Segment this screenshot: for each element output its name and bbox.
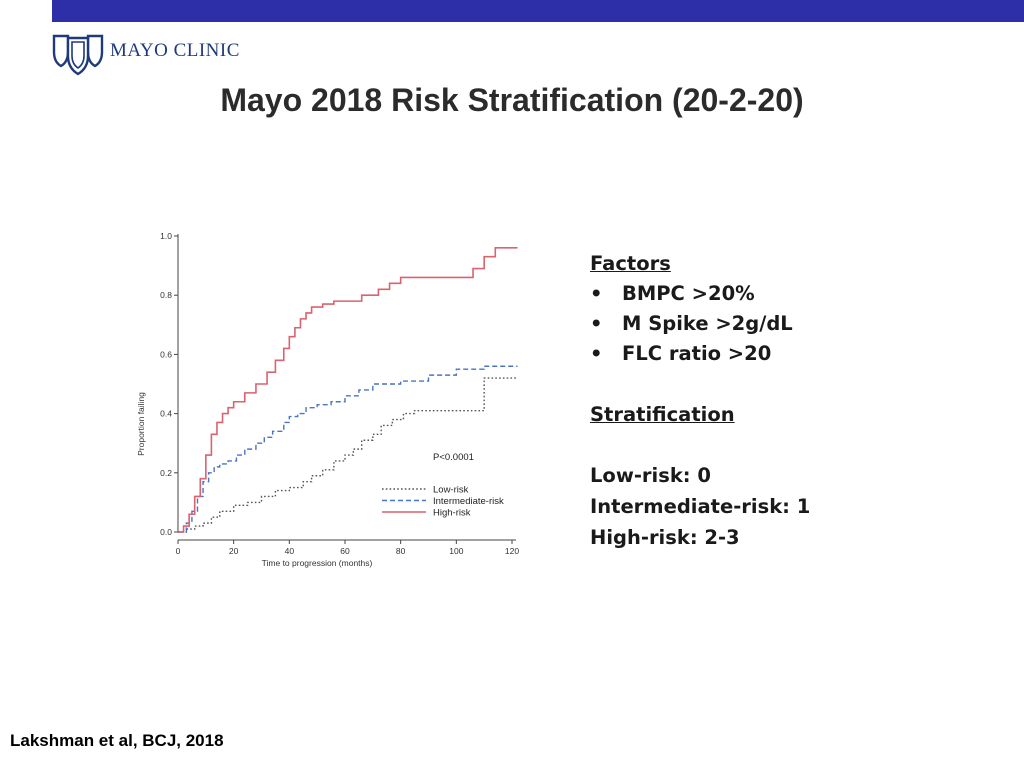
- p-value-annotation: P<0.0001: [433, 452, 474, 463]
- risk-factors-panel: Factors • BMPC >20% • M Spike >2g/dL • FLC …: [590, 248, 990, 553]
- top-accent-bar: [52, 0, 1024, 22]
- x-tick-label: 40: [285, 546, 295, 556]
- legend-label: High-risk: [433, 508, 471, 519]
- bullet: •: [590, 342, 603, 365]
- x-tick-label: 0: [176, 546, 181, 556]
- legend-label: Intermediate-risk: [433, 496, 504, 507]
- y-tick-label: 0.2: [160, 468, 172, 478]
- stratification-high: High-risk: 2-3: [590, 526, 740, 549]
- y-tick-label: 0.0: [160, 527, 172, 537]
- factor-text: BMPC >20%: [622, 282, 755, 305]
- x-tick-label: 100: [449, 546, 463, 556]
- series-line-low-risk: [178, 377, 518, 533]
- bullet: •: [590, 312, 603, 335]
- series-line-high-risk: [178, 247, 518, 533]
- mayo-shields-icon: [52, 34, 104, 76]
- y-tick-label: 0.8: [160, 290, 172, 300]
- factor-item: • M Spike >2g/dL: [590, 309, 990, 339]
- y-tick-label: 0.4: [160, 409, 172, 419]
- kaplan-meier-chart: 0.0 0.2 0.4 0.6 0.8 1.0 0 20 40 60 80 100 120 Time to…: [136, 231, 519, 568]
- factors-list: • BMPC >20% • M Spike >2g/dL • FLC ratio >2…: [590, 279, 990, 369]
- y-tick-label: 1.0: [160, 231, 172, 241]
- stratification-heading: Stratification: [590, 403, 735, 426]
- factor-text: FLC ratio >20: [622, 342, 772, 365]
- y-axis-label: Proportion failing: [136, 392, 146, 456]
- stratification-low: Low-risk: 0: [590, 464, 711, 487]
- logo-text: MAYO CLINIC: [110, 40, 240, 61]
- x-tick-label: 120: [505, 546, 519, 556]
- factor-item: • BMPC >20%: [590, 279, 990, 309]
- x-tick-label: 20: [229, 546, 239, 556]
- bullet: •: [590, 282, 603, 305]
- x-tick-label: 60: [340, 546, 350, 556]
- logo: MAYO CLINIC: [52, 30, 272, 76]
- series-line-intermediate-risk: [178, 365, 518, 533]
- citation: Lakshman et al, BCJ, 2018: [10, 731, 224, 750]
- x-tick-label: 80: [396, 546, 406, 556]
- factor-text: M Spike >2g/dL: [622, 312, 793, 335]
- x-axis-label: Time to progression (months): [262, 558, 373, 568]
- legend-label: Low-risk: [433, 485, 469, 496]
- stratification-intermediate: Intermediate-risk: 1: [590, 495, 811, 518]
- slide-title: Mayo 2018 Risk Stratification (20-2-20): [220, 82, 804, 118]
- y-tick-label: 0.6: [160, 349, 172, 359]
- factors-heading: Factors: [590, 252, 671, 275]
- factor-item: • FLC ratio >20: [590, 339, 990, 369]
